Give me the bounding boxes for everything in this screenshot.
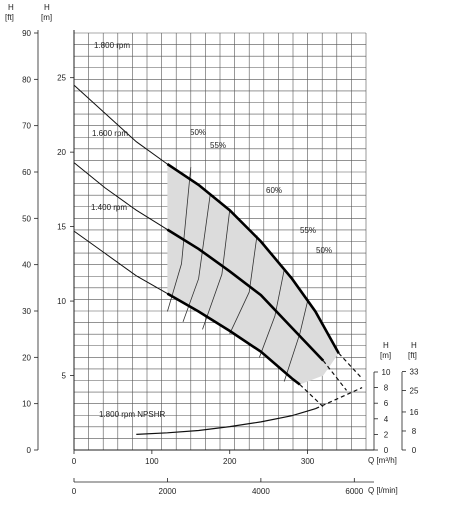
npshr-ft-tick-label: 33 bbox=[410, 368, 419, 377]
h-m-tick-label: 15 bbox=[57, 223, 66, 232]
series-label-1600: 1.600 rpm bbox=[92, 129, 128, 138]
iso-efficiency-line bbox=[229, 235, 258, 334]
h-ft-tick-label: 0 bbox=[27, 446, 32, 455]
q-lmin-tick-label: 4000 bbox=[252, 487, 270, 496]
iso-efficiency-line bbox=[182, 193, 211, 323]
head-curve-operating-2 bbox=[166, 292, 301, 386]
npshr-label: 1.800 rpm NPSHR bbox=[99, 410, 165, 419]
h-m-tick-label: 25 bbox=[57, 74, 66, 83]
q-m3h-tick-label: 100 bbox=[145, 457, 159, 466]
h-ft-title: H bbox=[8, 3, 14, 12]
h-m-tick-label: 20 bbox=[57, 148, 66, 157]
eff-label-60: 60% bbox=[266, 186, 282, 195]
npshr-ft-tick-label: 25 bbox=[410, 387, 419, 396]
q-lmin-tick-label: 2000 bbox=[159, 487, 177, 496]
q-lmin-tick-label: 6000 bbox=[345, 487, 363, 496]
npshr-ft-unit: [ft] bbox=[408, 351, 417, 360]
head-curve-extension-2 bbox=[299, 384, 324, 408]
iso-efficiency-line bbox=[202, 210, 231, 330]
npshr-ft-tick-label: 8 bbox=[412, 427, 417, 436]
q-lmin-axis-label: Q [l/min] bbox=[368, 486, 398, 495]
npshr-curve-extension bbox=[315, 387, 363, 410]
npshr-m-tick-label: 4 bbox=[384, 415, 389, 424]
npshr-m-tick-label: 2 bbox=[384, 430, 389, 439]
q-m3h-tick-label: 200 bbox=[223, 457, 237, 466]
series-label-1800: 1.800 rpm bbox=[94, 41, 130, 50]
series-label-1400: 1.400 rpm bbox=[91, 203, 127, 212]
head-curve-extension-0 bbox=[338, 352, 363, 379]
npshr-ft-tick-label: 0 bbox=[412, 446, 417, 455]
h-ft-unit: [ft] bbox=[5, 13, 14, 22]
h-m-tick-label: 5 bbox=[62, 372, 67, 381]
npshr-m-tick-label: 10 bbox=[382, 368, 391, 377]
efficiency-region bbox=[167, 164, 339, 385]
eff-label-55-left: 55% bbox=[210, 141, 226, 150]
iso-efficiency-line bbox=[283, 301, 308, 382]
h-ft-tick-label: 60 bbox=[22, 168, 31, 177]
q-m3h-tick-label: 300 bbox=[301, 457, 315, 466]
h-ft-tick-label: 90 bbox=[22, 29, 31, 38]
npshr-m-tick-label: 0 bbox=[384, 446, 389, 455]
h-m-title: H bbox=[44, 3, 50, 12]
h-ft-tick-label: 40 bbox=[22, 261, 31, 270]
efficiency-region-shape bbox=[167, 164, 339, 385]
head-curve-operating-0 bbox=[166, 163, 340, 354]
head-curve-operating-1 bbox=[166, 228, 325, 362]
eff-label-50-left: 50% bbox=[190, 128, 206, 137]
q-lmin-tick-label: 0 bbox=[72, 487, 77, 496]
h-ft-tick-label: 50 bbox=[22, 214, 31, 223]
npshr-m-title: H bbox=[383, 341, 389, 350]
h-m-unit: [m] bbox=[41, 13, 52, 22]
series-layer bbox=[73, 84, 363, 435]
npshr-ft-tick-label: 16 bbox=[410, 408, 419, 417]
npshr-m-unit: [m] bbox=[380, 351, 391, 360]
npshr-ft-title: H bbox=[411, 341, 417, 350]
h-ft-tick-label: 30 bbox=[22, 307, 31, 316]
h-ft-tick-label: 70 bbox=[22, 122, 31, 131]
h-ft-tick-label: 20 bbox=[22, 353, 31, 362]
npshr-m-tick-label: 6 bbox=[384, 399, 389, 408]
npshr-m-tick-label: 8 bbox=[384, 384, 389, 393]
q-m3h-axis-label: Q [m³/h] bbox=[368, 456, 397, 465]
eff-label-55-right: 55% bbox=[300, 226, 316, 235]
h-ft-tick-label: 10 bbox=[22, 400, 31, 409]
head-curve-extension-1 bbox=[322, 360, 347, 391]
q-m3h-tick-label: 0 bbox=[72, 457, 77, 466]
iso-efficiency-line bbox=[258, 269, 285, 358]
npshr-curve bbox=[136, 408, 316, 435]
h-ft-tick-label: 80 bbox=[22, 75, 31, 84]
h-m-tick-label: 10 bbox=[57, 297, 66, 306]
eff-label-50-right: 50% bbox=[316, 246, 332, 255]
